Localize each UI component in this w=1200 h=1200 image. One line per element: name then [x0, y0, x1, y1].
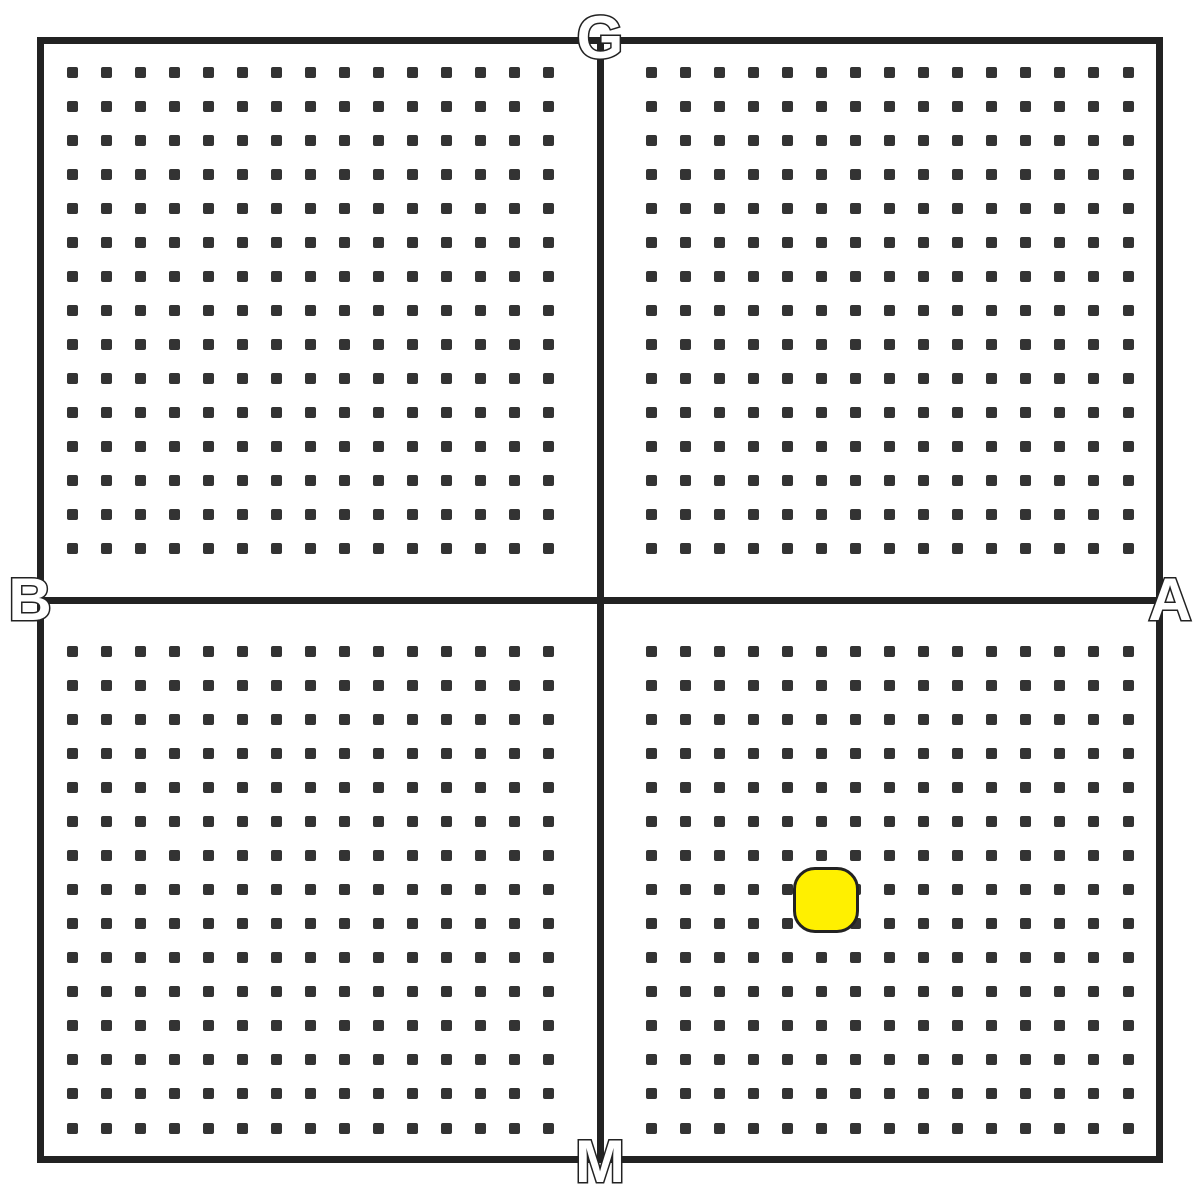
- horizontal-axis: [44, 597, 1156, 604]
- pole-label-left: B: [8, 570, 51, 630]
- pole-label-bottom: M: [575, 1132, 625, 1192]
- picker-handle[interactable]: [793, 867, 859, 933]
- pole-label-top: G: [577, 8, 624, 68]
- pole-label-right: A: [1148, 570, 1191, 630]
- color-plane-picker: G M B A: [0, 0, 1200, 1200]
